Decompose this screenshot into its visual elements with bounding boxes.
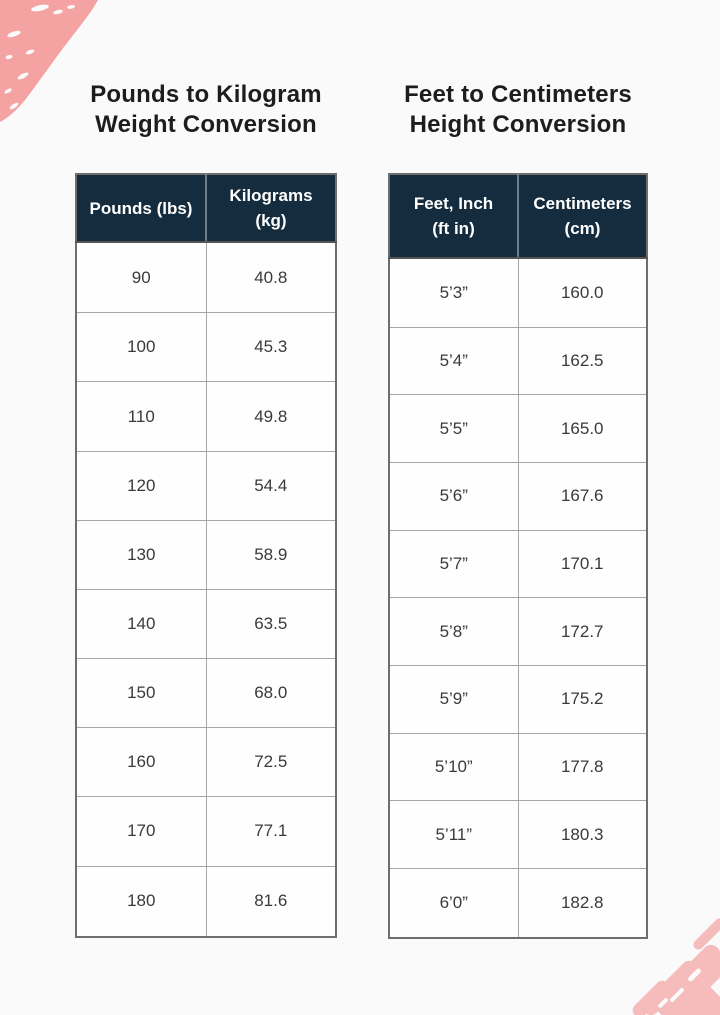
table-cell: 5’11” — [388, 800, 519, 870]
table-cell: 6’0” — [388, 868, 519, 939]
table-cell: 5’10” — [388, 732, 519, 802]
table-cell: 165.0 — [517, 394, 648, 464]
table-cell: 180 — [75, 865, 207, 938]
table-cell: 172.7 — [517, 597, 648, 667]
table-cell: 110 — [75, 381, 207, 452]
table-cell: 175.2 — [517, 665, 648, 734]
column-header-centimeters: Centimeters (cm) — [517, 173, 648, 259]
table-row: 170 77.1 — [75, 796, 337, 867]
title-line: Height Conversion — [409, 111, 627, 138]
table-row: 160 72.5 — [75, 727, 337, 798]
table-cell: 68.0 — [205, 658, 337, 729]
height-conversion-table: Feet, Inch (ft in) Centimeters (cm) 5’3”… — [388, 173, 648, 939]
table-cell: 72.5 — [205, 727, 337, 798]
table-row: 5’11” 180.3 — [388, 800, 648, 870]
table-cell: 100 — [75, 312, 207, 383]
table-cell: 150 — [75, 658, 207, 729]
table-cell: 63.5 — [205, 588, 337, 660]
weight-conversion-title: Pounds to Kilogram Weight Conversion — [75, 80, 337, 140]
table-cell: 40.8 — [205, 241, 337, 314]
table-row: 5’5” 165.0 — [388, 394, 648, 464]
weight-conversion-rows: 90 40.8 100 45.3 110 49.8 120 54.4 130 58.9 140 63.… — [75, 241, 337, 938]
height-conversion-title: Feet to Centimeters Height Conversion — [388, 80, 648, 140]
table-cell: 170 — [75, 796, 207, 867]
table-row: 5’9” 175.2 — [388, 665, 648, 734]
column-header-feet-inch: Feet, Inch (ft in) — [388, 173, 519, 259]
table-cell: 160 — [75, 727, 207, 798]
table-row: 5’6” 167.6 — [388, 462, 648, 531]
height-conversion-rows: 5’3” 160.0 5’4” 162.5 5’5” 165.0 5’6” 167.6 5’7”… — [388, 257, 648, 939]
height-conversion-section: Feet to Centimeters Height Conversion Fe… — [388, 80, 648, 939]
table-cell: 180.3 — [517, 800, 648, 870]
table-cell: 182.8 — [517, 868, 648, 939]
table-header-row: Feet, Inch (ft in) Centimeters (cm) — [388, 173, 648, 259]
table-cell: 77.1 — [205, 796, 337, 867]
table-row: 5’3” 160.0 — [388, 257, 648, 328]
table-row: 120 54.4 — [75, 450, 337, 521]
table-row: 100 45.3 — [75, 312, 337, 383]
table-row: 180 81.6 — [75, 865, 337, 938]
table-cell: 170.1 — [517, 529, 648, 599]
table-cell: 5’7” — [388, 529, 519, 599]
table-cell: 5’5” — [388, 394, 519, 464]
table-row: 5’4” 162.5 — [388, 326, 648, 396]
title-line: Feet to Centimeters — [404, 81, 632, 108]
table-cell: 81.6 — [205, 865, 337, 938]
weight-conversion-table: Pounds (lbs) Kilograms (kg) 90 40.8 100 45.… — [75, 173, 337, 938]
table-header-row: Pounds (lbs) Kilograms (kg) — [75, 173, 337, 243]
table-cell: 5’3” — [388, 257, 519, 328]
table-row: 110 49.8 — [75, 381, 337, 452]
table-row: 140 63.5 — [75, 588, 337, 660]
table-cell: 58.9 — [205, 519, 337, 590]
table-row: 150 68.0 — [75, 658, 337, 729]
table-row: 6’0” 182.8 — [388, 868, 648, 939]
column-header-pounds: Pounds (lbs) — [75, 173, 207, 243]
table-cell: 167.6 — [517, 462, 648, 531]
title-line: Weight Conversion — [95, 111, 317, 138]
table-cell: 54.4 — [205, 450, 337, 521]
weight-conversion-section: Pounds to Kilogram Weight Conversion Pou… — [75, 80, 337, 938]
table-cell: 5’6” — [388, 462, 519, 531]
table-row: 130 58.9 — [75, 519, 337, 590]
title-line: Pounds to Kilogram — [90, 81, 322, 108]
table-row: 5’8” 172.7 — [388, 597, 648, 667]
table-cell: 177.8 — [517, 732, 648, 802]
column-header-kilograms: Kilograms (kg) — [205, 173, 337, 243]
table-cell: 45.3 — [205, 312, 337, 383]
table-cell: 90 — [75, 241, 207, 314]
table-cell: 5’9” — [388, 665, 519, 734]
table-row: 90 40.8 — [75, 241, 337, 314]
table-cell: 5’4” — [388, 326, 519, 396]
table-cell: 49.8 — [205, 381, 337, 452]
table-cell: 130 — [75, 519, 207, 590]
table-row: 5’10” 177.8 — [388, 732, 648, 802]
table-cell: 5’8” — [388, 597, 519, 667]
table-cell: 120 — [75, 450, 207, 521]
table-cell: 140 — [75, 588, 207, 660]
table-row: 5’7” 170.1 — [388, 529, 648, 599]
table-cell: 162.5 — [517, 326, 648, 396]
table-cell: 160.0 — [517, 257, 648, 328]
